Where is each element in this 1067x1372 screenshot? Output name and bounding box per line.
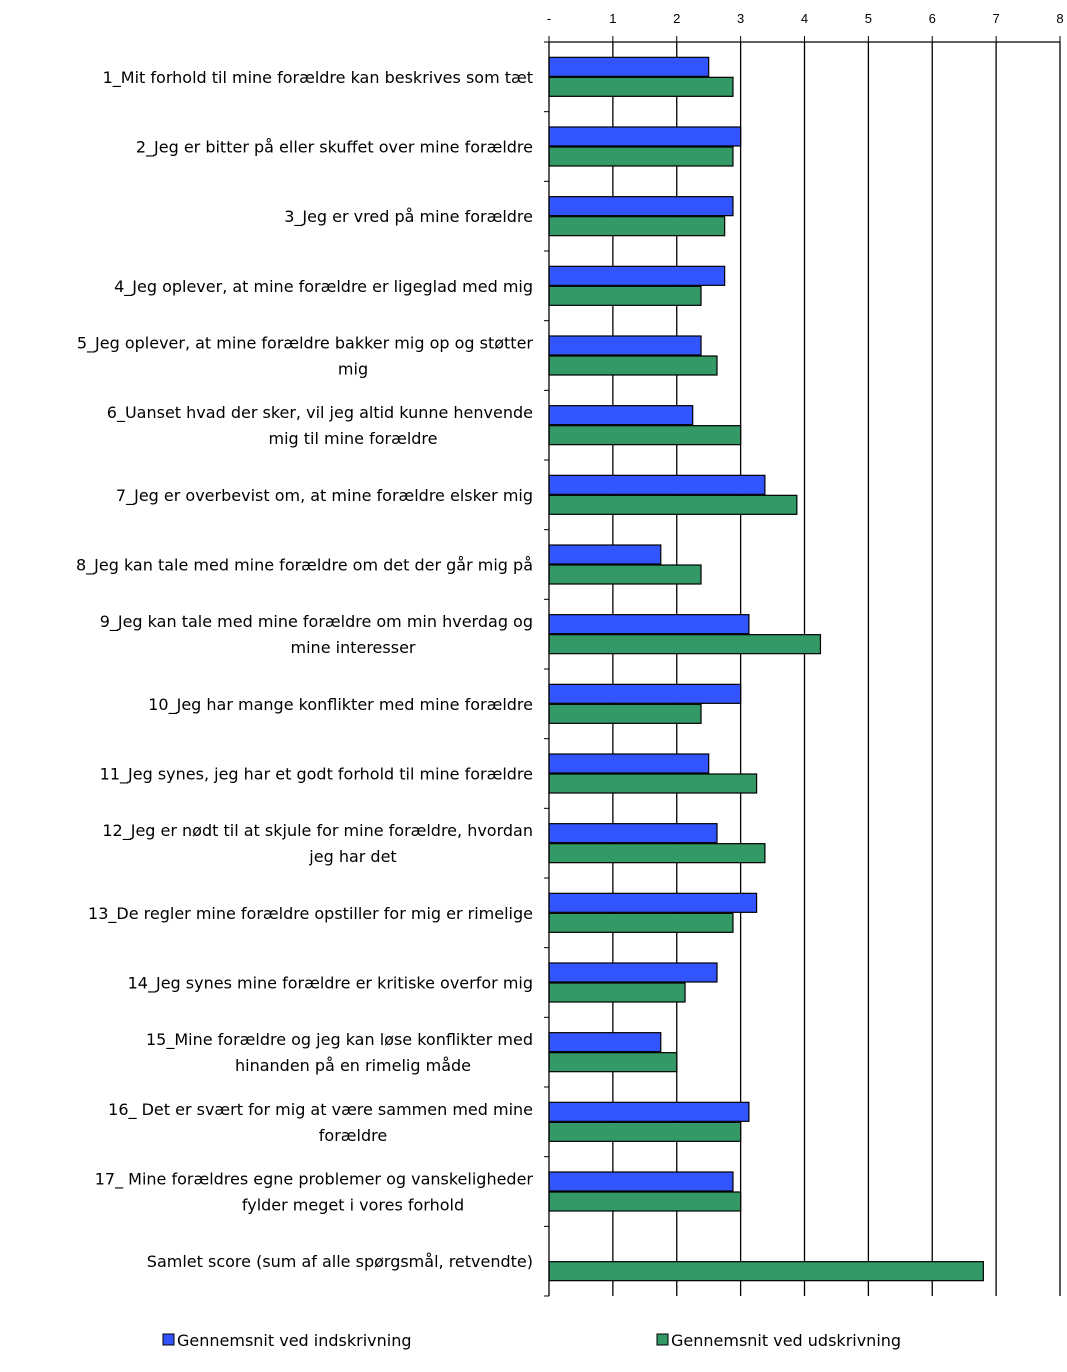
bar-indskrivning [548,126,742,147]
bar-udskrivning [548,355,718,376]
bar-udskrivning [548,494,798,515]
bar-udskrivning [548,564,702,585]
bar-indskrivning [548,474,766,495]
category-label: Samlet score (sum af alle spørgsmål, ret… [147,1252,533,1271]
category-label: 5_Jeg oplever, at mine forældre bakker m… [77,334,534,379]
bar-udskrivning [548,634,822,655]
legend-label: Gennemsnit ved indskrivning [177,1331,412,1350]
x-tick-label: 5 [865,11,872,26]
category-label: 13_De regler mine forældre opstiller for… [88,904,533,924]
category-label: 11_Jeg synes, jeg har et godt forhold ti… [100,765,533,785]
category-label: 9_Jeg kan tale med mine forældre om min … [100,612,533,657]
legend-swatch-indskrivning [162,1333,175,1346]
bar-udskrivning [548,773,758,794]
bar-udskrivning [548,843,766,864]
category-label: 7_Jeg er overbevist om, at mine forældre… [116,486,533,506]
category-label: 12_Jeg er nødt til at skjule for mine fo… [102,821,533,866]
category-label: 8_Jeg kan tale med mine forældre om det … [76,556,533,576]
x-tick-label: 3 [737,11,744,26]
category-label: 6_Uanset hvad der sker, vil jeg altid ku… [107,403,533,448]
bar-udskrivning [548,146,734,167]
category-labels: 1_Mit forhold til mine forældre kan besk… [76,68,533,1271]
bar-indskrivning [548,405,694,426]
bar-indskrivning [548,56,710,77]
bar-udskrivning [548,703,702,724]
bar-indskrivning [548,544,662,565]
category-label: 16_ Det er svært for mig at være sammen … [108,1100,533,1145]
legend-swatch-udskrivning [656,1333,669,1346]
bar-indskrivning [548,1101,750,1122]
category-label: 3_Jeg er vred på mine forældre [284,207,533,227]
bar-udskrivning [548,912,734,933]
x-tick-label: 2 [673,11,680,26]
gridlines [612,42,1061,1296]
x-tick-label: 1 [609,11,616,26]
bar-indskrivning [548,962,718,983]
bar-udskrivning [548,1261,984,1282]
category-label: 10_Jeg har mange konflikter med mine for… [148,695,533,715]
bar-indskrivning [548,1171,734,1192]
bar-udskrivning [548,76,734,97]
bar-indskrivning [548,892,758,913]
bar-udskrivning [548,1121,742,1142]
x-tick-label: 6 [929,11,936,26]
bar-udskrivning [548,982,686,1003]
legend-label: Gennemsnit ved udskrivning [671,1331,901,1350]
category-label: 2_Jeg er bitter på eller skuffet over mi… [136,138,533,158]
x-tick-labels: - 1 2 3 4 5 6 7 8 [547,11,1064,26]
bar-udskrivning [548,1191,742,1212]
category-label: 1_Mit forhold til mine forældre kan besk… [103,68,533,88]
bar-udskrivning [548,285,702,306]
bar-indskrivning [548,1032,662,1053]
bar-udskrivning [548,1052,678,1073]
category-label: 4_Jeg oplever, at mine forældre er ligeg… [114,277,533,297]
bar-indskrivning [548,753,710,774]
bar-indskrivning [548,196,734,217]
x-tick-label: 4 [801,11,808,26]
bar-indskrivning [548,823,718,844]
bar-indskrivning [548,265,726,286]
category-label: 14_Jeg synes mine forældre er kritiske o… [128,974,533,994]
bar-udskrivning [548,216,726,237]
bars [548,56,984,1282]
axes [544,36,1061,1297]
x-tick-label: - [547,11,551,26]
legend: Gennemsnit ved indskrivning Gennemsnit ve… [162,1331,901,1350]
x-tick-label: 7 [993,11,1000,26]
bar-indskrivning [548,335,702,356]
bar-indskrivning [548,614,750,635]
category-label: 17_ Mine forældres egne problemer og van… [95,1170,534,1215]
category-label: 15_Mine forældre og jeg kan løse konflik… [146,1030,533,1075]
bar-udskrivning [548,425,742,446]
bar-indskrivning [548,683,742,704]
x-tick-label: 8 [1056,11,1063,26]
